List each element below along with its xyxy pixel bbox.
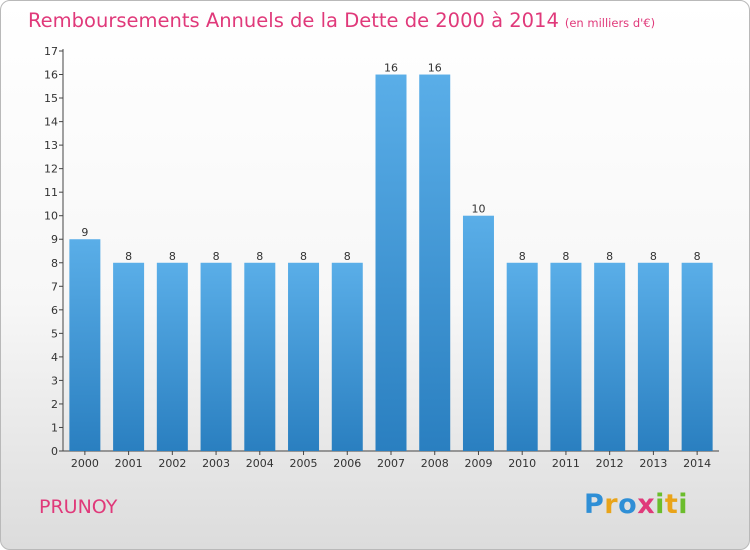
chart-data-labels: 9 8 8 8 8 8 8 16 16 10 8 8 8 8 8 xyxy=(81,62,700,263)
y-tick-label: 0 xyxy=(51,445,58,458)
proxiti-logo: Proxiti xyxy=(584,489,689,520)
data-label: 10 xyxy=(471,203,485,216)
y-tick-label: 2 xyxy=(51,398,58,411)
y-tick-label: 1 xyxy=(51,421,58,434)
bar-2013 xyxy=(637,262,669,451)
place-name: PRUNOY xyxy=(39,496,118,518)
y-tick-label: 5 xyxy=(51,327,58,340)
x-tick-label: 2003 xyxy=(202,457,230,470)
bar-2007 xyxy=(375,74,407,451)
bar-2011 xyxy=(550,262,582,451)
chart-subtitle: (en milliers d'€) xyxy=(564,16,656,30)
bar-2010 xyxy=(506,262,538,451)
data-label: 8 xyxy=(125,250,132,263)
data-label: 8 xyxy=(344,250,351,263)
chart-bars xyxy=(69,74,713,451)
y-tick-label: 4 xyxy=(51,351,58,364)
bar-2014 xyxy=(681,262,713,451)
y-tick-label: 13 xyxy=(44,139,58,152)
x-tick-label: 2002 xyxy=(158,457,186,470)
y-tick-label: 6 xyxy=(51,304,58,317)
data-label: 9 xyxy=(81,226,88,239)
bar-2002 xyxy=(156,262,188,451)
y-tick-label: 10 xyxy=(44,210,58,223)
chart-title: Remboursements Annuels de la Dette de 20… xyxy=(28,9,655,32)
y-tick-label: 15 xyxy=(44,92,58,105)
x-tick-label: 2013 xyxy=(639,457,667,470)
y-tick-label: 12 xyxy=(44,163,58,176)
bar-2005 xyxy=(288,262,320,451)
x-tick-label: 2000 xyxy=(71,457,99,470)
bar-2003 xyxy=(200,262,232,451)
y-tick-label: 17 xyxy=(44,45,58,58)
y-tick-label: 3 xyxy=(51,374,58,387)
x-tick-label: 2007 xyxy=(377,457,405,470)
x-tick-label: 2011 xyxy=(552,457,580,470)
chart-title-text: Remboursements Annuels de la Dette de 20… xyxy=(28,9,559,32)
bar-2004 xyxy=(244,262,276,451)
bar-2012 xyxy=(594,262,626,451)
x-tick-label: 2006 xyxy=(333,457,361,470)
y-tick-label: 8 xyxy=(51,257,58,270)
y-tick-label: 7 xyxy=(51,280,58,293)
data-label: 8 xyxy=(300,250,307,263)
data-label: 8 xyxy=(519,250,526,263)
data-label: 8 xyxy=(606,250,613,263)
data-label: 8 xyxy=(213,250,220,263)
x-tick-label: 2014 xyxy=(683,457,711,470)
bar-2006 xyxy=(331,262,363,451)
data-label: 16 xyxy=(384,62,398,75)
data-label: 8 xyxy=(562,250,569,263)
data-label: 8 xyxy=(169,250,176,263)
data-label: 8 xyxy=(694,250,701,263)
data-label: 16 xyxy=(428,62,442,75)
y-tick-label: 14 xyxy=(44,116,58,129)
data-label: 8 xyxy=(650,250,657,263)
y-tick-label: 9 xyxy=(51,233,58,246)
bar-2009 xyxy=(462,215,494,451)
x-tick-label: 2009 xyxy=(464,457,492,470)
x-tick-label: 2008 xyxy=(421,457,449,470)
x-tick-label: 2004 xyxy=(246,457,274,470)
y-tick-label: 11 xyxy=(44,186,58,199)
bar-2001 xyxy=(113,262,145,451)
bar-2000 xyxy=(69,239,101,451)
data-label: 8 xyxy=(256,250,263,263)
x-tick-label: 2010 xyxy=(508,457,536,470)
x-tick-label: 2001 xyxy=(115,457,143,470)
y-tick-label: 16 xyxy=(44,69,58,82)
bar-2008 xyxy=(419,74,451,451)
x-tick-label: 2005 xyxy=(290,457,318,470)
x-tick-label: 2012 xyxy=(596,457,624,470)
